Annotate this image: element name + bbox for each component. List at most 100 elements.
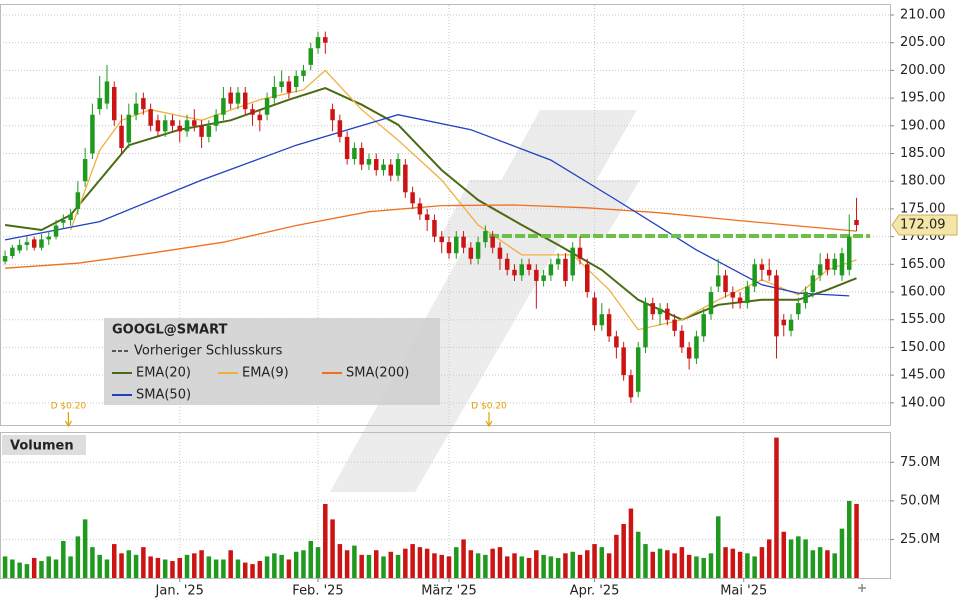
candle-body: [90, 114, 95, 154]
candle-body: [432, 219, 437, 237]
volume-bar: [111, 544, 117, 578]
candle-body: [366, 159, 372, 165]
candle-body: [534, 269, 539, 281]
indicator-line: [4, 114, 850, 297]
volume-bar: [286, 559, 292, 578]
volume-bar: [592, 544, 597, 578]
candle-body: [745, 286, 750, 304]
volume-bar: [439, 554, 444, 578]
candle-body: [628, 375, 634, 398]
candle-body: [614, 336, 619, 348]
volume-bar: [221, 559, 226, 578]
y-tick-label: 75.0M: [900, 455, 940, 470]
volume-bar: [781, 531, 787, 578]
candle-body: [286, 81, 292, 93]
volume-bar: [301, 550, 306, 578]
y-tick-label: 175.00: [900, 201, 946, 216]
volume-bar: [796, 536, 801, 578]
y-tick-label: 200.00: [900, 63, 946, 78]
candle-body: [272, 87, 277, 99]
marks: D $0.20 D $0.20: [2, 31, 870, 578]
y-tick-label: 160.00: [900, 285, 946, 300]
candle-body: [839, 253, 845, 276]
candle-body: [104, 81, 110, 104]
candle-body: [410, 192, 415, 204]
annotation-label: D $0.20: [471, 402, 507, 412]
volume-bar: [264, 556, 270, 578]
volume-bar: [577, 554, 583, 578]
volume-bar: [497, 547, 503, 578]
volume-bar: [192, 553, 197, 578]
candle-body: [395, 159, 401, 176]
volume-bar: [133, 554, 139, 578]
candle-body: [381, 164, 386, 171]
volume-bar: [752, 556, 757, 578]
candle-body: [53, 225, 59, 237]
candle-body: [599, 314, 605, 326]
volume-bar: [599, 547, 605, 578]
candle-body: [643, 303, 648, 348]
candle-body: [701, 314, 706, 337]
volume-bar: [534, 550, 539, 578]
volume-bar: [555, 557, 561, 578]
volume-bar: [90, 547, 95, 578]
legend-label: SMA(200): [346, 366, 409, 381]
volume-bar: [839, 528, 845, 578]
candle-body: [679, 330, 685, 348]
volume-bar: [359, 554, 364, 578]
candle-body: [344, 136, 350, 160]
candle-body: [206, 125, 212, 137]
corner-icon: [858, 584, 866, 592]
y-tick-label: 185.00: [900, 146, 946, 161]
volume-bar: [155, 557, 161, 578]
volume-bar: [774, 437, 779, 578]
candle-body: [730, 292, 736, 298]
candle-body: [490, 236, 495, 248]
volume-bar: [730, 548, 736, 578]
y-tick-label: 195.00: [900, 91, 946, 106]
candle-body: [17, 244, 22, 251]
volume-panel: [0, 432, 891, 579]
volume-bar: [417, 547, 423, 578]
candle-body: [592, 297, 597, 326]
x-tick-label: Feb. '25: [292, 584, 343, 599]
volume-bar: [817, 547, 823, 578]
candle-body: [585, 264, 590, 293]
volume-bar: [388, 551, 394, 578]
volume-bar: [563, 553, 568, 578]
volume-bar: [454, 547, 459, 578]
volume-bar: [788, 539, 794, 578]
candle-body: [519, 264, 525, 276]
volume-bar: [53, 559, 59, 578]
volume-bar: [643, 544, 648, 578]
volume-bar: [199, 550, 204, 578]
volume-bar: [61, 540, 66, 578]
volume-bar: [162, 559, 168, 578]
volume-bar: [308, 540, 313, 578]
candle-body: [563, 258, 568, 281]
volume-bar: [206, 556, 212, 578]
candle-body: [606, 314, 612, 337]
volume-bar: [315, 547, 321, 578]
indicator-line: [69, 69, 857, 331]
legend-label: EMA(9): [242, 366, 289, 381]
volume-bar: [686, 554, 692, 578]
volume-bar: [97, 554, 102, 578]
volume-bar: [46, 556, 52, 578]
y-tick-label: 145.00: [900, 368, 946, 383]
candle-body: [337, 120, 343, 137]
candle-body: [126, 114, 132, 143]
candle-body: [24, 242, 30, 245]
volume-bar: [854, 503, 859, 578]
volume-bar: [126, 550, 132, 578]
volume-bar: [665, 550, 670, 578]
volume-bar: [701, 557, 706, 578]
volume-bar: [330, 519, 335, 578]
volume-bar: [526, 557, 532, 578]
volume-bar: [141, 547, 146, 578]
candle-body: [766, 269, 772, 276]
volume-bar: [570, 551, 575, 578]
candle-body: [170, 120, 175, 126]
candle-body: [577, 247, 583, 259]
